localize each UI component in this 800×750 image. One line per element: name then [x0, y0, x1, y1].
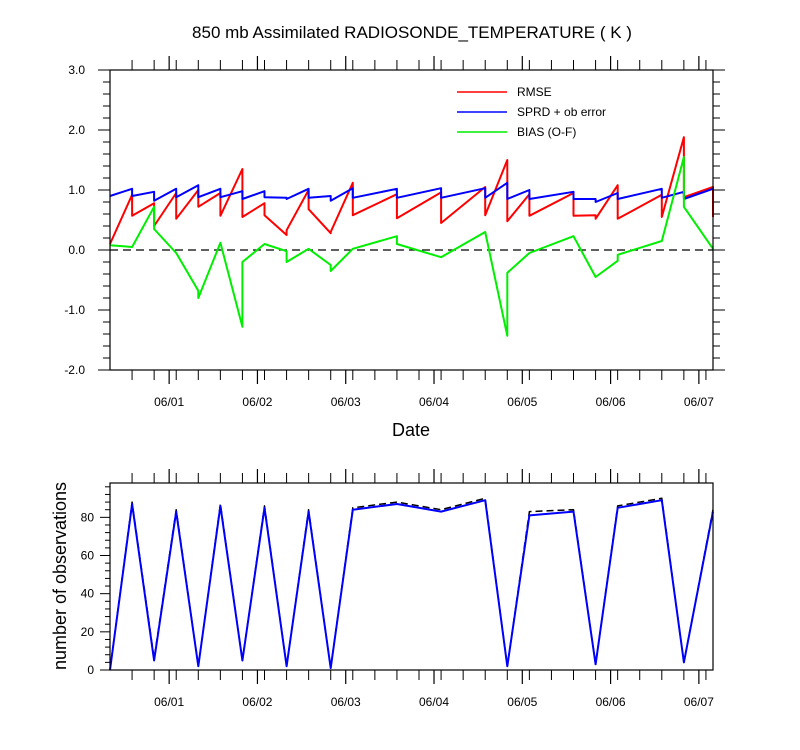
legend: RMSE SPRD + ob error BIAS (O-F)	[457, 85, 606, 139]
series-line-rmse	[109, 136, 714, 245]
x-tick-label: 06/02	[242, 695, 272, 709]
bottom-series-group	[109, 497, 714, 671]
legend-label: SPRD + ob error	[517, 105, 606, 119]
x-tick-label: 06/07	[684, 395, 714, 409]
top-plot: 850 mb Assimilated RADIOSONDE_TEMPERATUR…	[64, 23, 725, 440]
y-axis-title-observations: number of observations	[50, 482, 70, 670]
series-line-sprd	[109, 181, 714, 203]
y-tick-label: 0.0	[68, 243, 85, 257]
x-tick-label: 06/03	[331, 695, 361, 709]
x-tick-label: 06/03	[331, 395, 361, 409]
y-tick-label: 0	[87, 663, 94, 677]
bottom-ticks-group: 06/01 06/02 06/03 06/04 06/05 06/06 06/07 0 20 40…	[81, 469, 714, 709]
y-tick-label: 3.0	[68, 63, 85, 77]
top-ticks-group: 06/01 06/02 06/03 06/04 06/05 06/06 06/07 3.0 2.…	[64, 56, 725, 409]
x-tick-label: 06/05	[507, 395, 537, 409]
chart-title: 850 mb Assimilated RADIOSONDE_TEMPERATUR…	[192, 23, 632, 42]
x-tick-label: 06/01	[154, 695, 184, 709]
top-series-group	[109, 136, 714, 337]
x-tick-label: 06/04	[419, 395, 449, 409]
y-tick-label: 40	[81, 587, 95, 601]
y-tick-label: 60	[81, 549, 95, 563]
series-line-used	[109, 499, 714, 671]
x-tick-label: 06/05	[507, 695, 537, 709]
legend-label: RMSE	[517, 85, 552, 99]
x-tick-label: 06/02	[242, 395, 272, 409]
y-tick-label: 2.0	[68, 123, 85, 137]
x-axis-title: Date	[392, 420, 430, 440]
y-tick-label: 1.0	[68, 183, 85, 197]
x-tick-label: 06/06	[596, 395, 626, 409]
y-tick-label: -1.0	[64, 303, 85, 317]
y-tick-label: -2.0	[64, 363, 85, 377]
x-tick-label: 06/04	[419, 695, 449, 709]
legend-label: BIAS (O-F)	[517, 125, 576, 139]
x-tick-label: 06/07	[684, 695, 714, 709]
bottom-plot-frame	[109, 482, 714, 671]
y-tick-label: 80	[81, 510, 95, 524]
x-tick-label: 06/06	[596, 695, 626, 709]
top-plot-frame	[109, 69, 714, 371]
x-tick-label: 06/01	[154, 395, 184, 409]
series-line-bias	[109, 156, 714, 337]
bottom-plot: 06/01 06/02 06/03 06/04 06/05 06/06 06/07 0 20 40…	[50, 469, 714, 709]
y-tick-label: 20	[81, 625, 95, 639]
